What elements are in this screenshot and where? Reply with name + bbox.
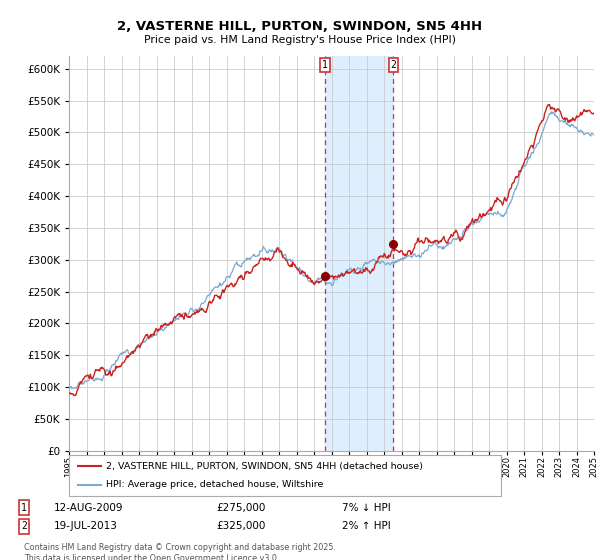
Text: £325,000: £325,000 [216,521,265,531]
Text: 2: 2 [21,521,27,531]
Text: 1: 1 [322,60,328,70]
Text: 12-AUG-2009: 12-AUG-2009 [54,503,124,513]
Text: 1: 1 [21,503,27,513]
Text: 2, VASTERNE HILL, PURTON, SWINDON, SN5 4HH (detached house): 2, VASTERNE HILL, PURTON, SWINDON, SN5 4… [106,461,423,470]
Text: 2, VASTERNE HILL, PURTON, SWINDON, SN5 4HH: 2, VASTERNE HILL, PURTON, SWINDON, SN5 4… [118,20,482,32]
Text: Contains HM Land Registry data © Crown copyright and database right 2025.
This d: Contains HM Land Registry data © Crown c… [24,543,336,560]
Text: £275,000: £275,000 [216,503,265,513]
Text: 2: 2 [391,60,397,70]
Bar [325,56,394,451]
Text: 19-JUL-2013: 19-JUL-2013 [54,521,118,531]
Text: 7% ↓ HPI: 7% ↓ HPI [342,503,391,513]
Text: Price paid vs. HM Land Registry's House Price Index (HPI): Price paid vs. HM Land Registry's House … [144,35,456,45]
Text: 2% ↑ HPI: 2% ↑ HPI [342,521,391,531]
Text: HPI: Average price, detached house, Wiltshire: HPI: Average price, detached house, Wilt… [106,480,323,489]
